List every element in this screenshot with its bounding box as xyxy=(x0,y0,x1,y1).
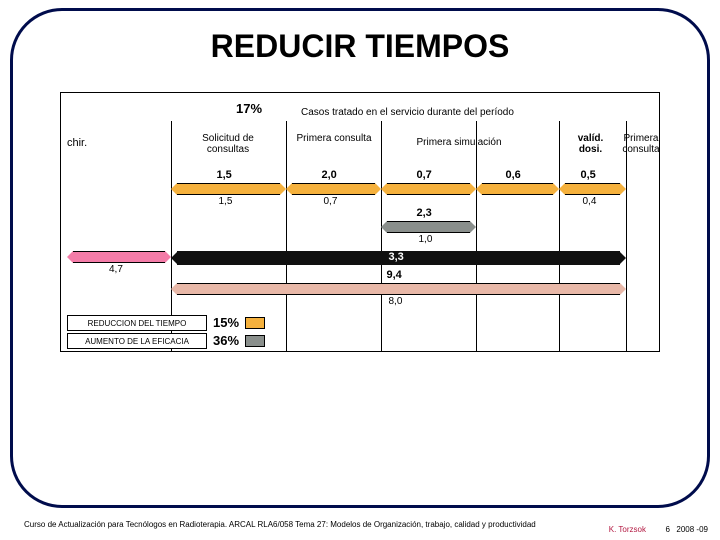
chart: 17% Casos tratado en el servicio durante… xyxy=(60,92,660,352)
col-solicitud: Solicitud de consultas xyxy=(173,133,283,155)
vline-3 xyxy=(381,121,382,351)
top-note: Casos tratado en el servicio durante del… xyxy=(301,107,514,118)
bar-segment: 3,3 xyxy=(171,251,626,265)
bar-segment: 9,48,0 xyxy=(171,283,626,295)
metric-pct-2: 36% xyxy=(213,333,239,349)
bar-segment: 0,6 xyxy=(476,183,559,195)
vline-4 xyxy=(476,121,477,351)
chir-label: chir. xyxy=(67,137,87,149)
bar-value-bottom: 1,0 xyxy=(419,234,433,245)
bar-segment: 2,00,7 xyxy=(286,183,381,195)
footer-author: K. Torzsok xyxy=(609,525,646,534)
footer-year: 2008 -09 xyxy=(676,525,708,534)
bar-value-top: 3,3 xyxy=(389,251,404,263)
footer-line: Curso de Actualización para Tecnólogos e… xyxy=(24,520,704,534)
bar-value-bottom: 0,4 xyxy=(583,196,597,207)
metric-row-1: REDUCCION DEL TIEMPO 15% xyxy=(67,315,287,333)
col-valid-dosi: valíd. dosi. xyxy=(563,133,618,155)
metric-pct-1: 15% xyxy=(213,315,239,331)
bar-value-top: 2,3 xyxy=(417,207,432,219)
bar-value-top: 1,5 xyxy=(217,169,232,181)
bar-value-bottom: 0,7 xyxy=(324,196,338,207)
vline-6 xyxy=(626,121,627,351)
bar-value-bottom: 4,7 xyxy=(109,264,123,275)
metric-label-2: AUMENTO DE LA EFICACIA xyxy=(67,333,207,349)
bar-segment: 0,7 xyxy=(381,183,476,195)
bar-value-top: 0,5 xyxy=(581,169,596,181)
footer-page: 6 xyxy=(666,525,670,534)
bar-value-top: 9,4 xyxy=(387,269,402,281)
bar-segment: 4,7 xyxy=(67,251,171,263)
bar-value-bottom: 8,0 xyxy=(389,296,403,307)
col-primera-consulta-2: Primera consulta xyxy=(621,133,661,155)
metric-label-1: REDUCCION DEL TIEMPO xyxy=(67,315,207,331)
col-primera-consulta: Primera consulta xyxy=(289,133,379,144)
metric-row-2: AUMENTO DE LA EFICACIA 36% xyxy=(67,333,287,351)
metric-chip-1 xyxy=(245,317,265,329)
bar-value-top: 0,7 xyxy=(417,169,432,181)
metric-chip-2 xyxy=(245,335,265,347)
vline-5 xyxy=(559,121,560,351)
bar-value-top: 0,6 xyxy=(506,169,521,181)
pct-17: 17% xyxy=(236,101,262,116)
bar-segment: 0,50,4 xyxy=(559,183,626,195)
col-primera-simulacion: Primera simulación xyxy=(389,137,529,148)
page-title: REDUCIR TIEMPOS xyxy=(0,28,720,65)
bar-segment: 2,31,0 xyxy=(381,221,476,233)
bar-value-bottom: 1,5 xyxy=(219,196,233,207)
bar-segment: 1,51,5 xyxy=(171,183,286,195)
bar-value-top: 2,0 xyxy=(322,169,337,181)
